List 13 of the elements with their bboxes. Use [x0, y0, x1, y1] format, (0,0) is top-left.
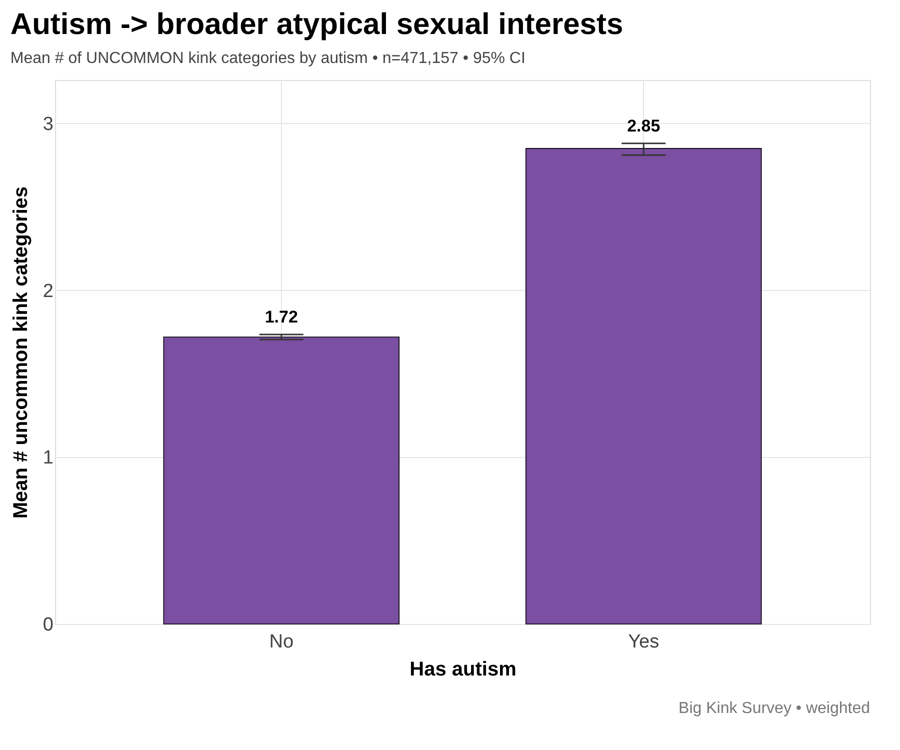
text: Big Kink Survey • weighted	[678, 700, 870, 717]
y-tick-label: 1	[42, 448, 54, 469]
x-axis-title: Has autism	[410, 658, 516, 680]
chart-title: Autism -> broader atypical sexual interests	[10, 8, 624, 41]
y-axis-title: Mean # uncommon kink categories	[10, 186, 32, 519]
y-tick-label: 2	[42, 280, 54, 302]
data-label: 1.72	[264, 307, 298, 326]
y-tick-label: 3	[42, 114, 54, 135]
x-tick-label: No	[269, 632, 294, 652]
chart-subtitle: Mean # of UNCOMMON kink categories by autism • n=471,157 • 95% CI	[10, 50, 526, 67]
y-tick-label: 0	[42, 614, 54, 636]
x-tick-label: Yes	[628, 632, 660, 652]
data-label: 2.85	[627, 116, 660, 136]
